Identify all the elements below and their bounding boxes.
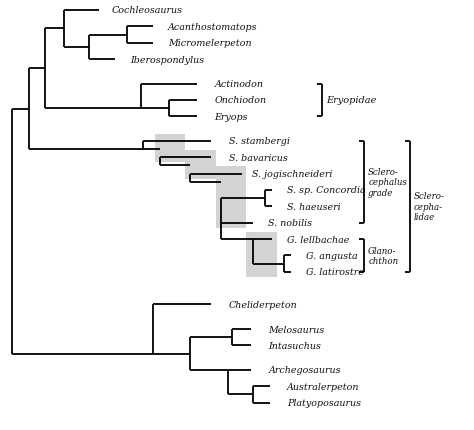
Bar: [155, 134, 185, 163]
Text: Sclero-
cephalus
grade: Sclero- cephalus grade: [368, 167, 407, 197]
Text: G. latirostre: G. latirostre: [306, 267, 364, 276]
Text: S. stambergi: S. stambergi: [228, 137, 290, 146]
Text: Cochleosaurus: Cochleosaurus: [111, 6, 182, 15]
Text: S. bavaricus: S. bavaricus: [228, 154, 287, 163]
Bar: [216, 167, 246, 228]
Text: G. lellbachae: G. lellbachae: [287, 235, 349, 244]
Bar: [185, 150, 216, 179]
Text: S. nobilis: S. nobilis: [268, 219, 312, 227]
Text: Melosaurus: Melosaurus: [268, 325, 325, 334]
Text: G. angusta: G. angusta: [306, 251, 357, 260]
Text: Acanthostomatops: Acanthostomatops: [168, 23, 257, 32]
Text: Intasuchus: Intasuchus: [268, 341, 321, 350]
Text: Archegosaurus: Archegosaurus: [268, 366, 341, 375]
Text: Actinodon: Actinodon: [215, 80, 264, 89]
Text: Sclero-
cepha-
lidae: Sclero- cepha- lidae: [414, 192, 445, 222]
Text: S. jogischneideri: S. jogischneideri: [252, 170, 332, 179]
Text: Platyoposaurus: Platyoposaurus: [287, 398, 361, 407]
Text: Iberospondylus: Iberospondylus: [130, 55, 204, 64]
Text: S. sp. Concordia: S. sp. Concordia: [287, 186, 366, 195]
Text: Australerpeton: Australerpeton: [287, 382, 360, 391]
Text: S. haeuseri: S. haeuseri: [287, 203, 341, 211]
Text: Micromelerpeton: Micromelerpeton: [168, 39, 251, 48]
Text: Onchiodon: Onchiodon: [215, 96, 267, 105]
Text: Eryops: Eryops: [215, 113, 248, 122]
Text: Glano-
chthon: Glano- chthon: [368, 246, 398, 265]
Text: Cheliderpeton: Cheliderpeton: [228, 300, 297, 309]
Text: Eryopidae: Eryopidae: [327, 96, 377, 105]
Bar: [246, 232, 277, 277]
